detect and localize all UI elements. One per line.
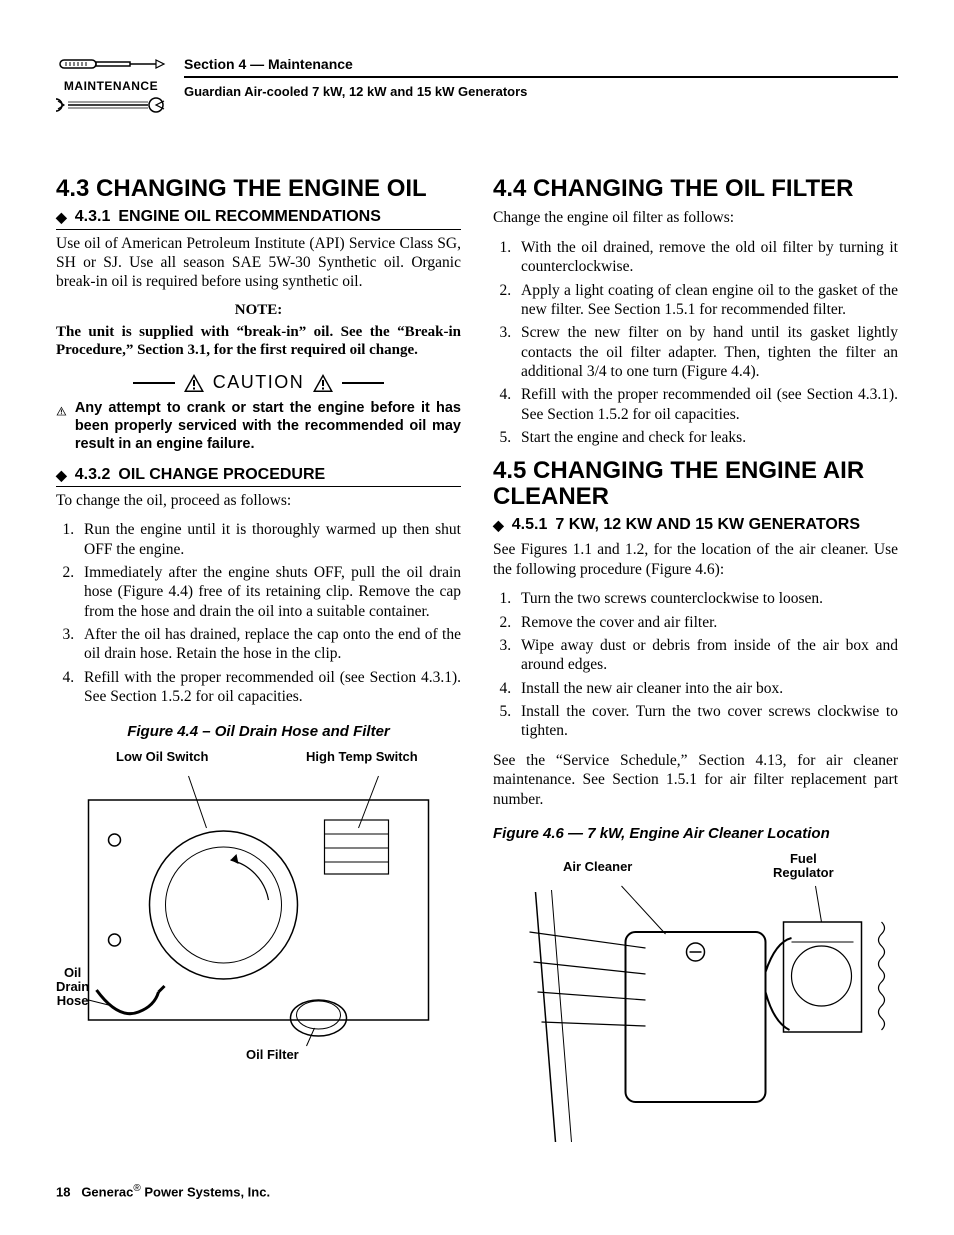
figure-4-4: Low Oil Switch High Temp Switch Oil Drai… [56,750,461,1070]
maintenance-tab: MAINTENANCE [56,56,166,116]
figure-label-high-temp: High Temp Switch [306,750,418,764]
list-item: Run the engine until it is thoroughly wa… [78,520,461,559]
heading-4-3-2: ◆ 4.3.2 OIL CHANGE PROCEDURE [56,466,461,487]
page-number: 18 [56,1184,70,1199]
figure-label-fuel-reg: Fuel Regulator [773,852,834,881]
page: MAINTENANCE Section 4 — Maintenance Guar… [0,0,954,1235]
heading-4-3: 4.3 CHANGING THE ENGINE OIL [56,176,461,202]
warning-triangle-icon [312,373,334,393]
screwdriver-icon [56,56,166,72]
heading-number: 4.5.1 [512,516,548,534]
list-item: Refill with the proper recommended oil (… [78,668,461,707]
list-item: Immediately after the engine shuts OFF, … [78,563,461,621]
list-4-3-2: Run the engine until it is thoroughly wa… [56,520,461,706]
warning-triangle-icon [183,373,205,393]
heading-4-5: 4.5 CHANGING THE ENGINE AIR CLEANER [493,458,898,511]
list-item: Remove the cover and air filter. [515,613,898,632]
right-column: 4.4 CHANGING THE OIL FILTER Change the e… [493,156,898,1152]
caution-text: Any attempt to crank or start the engine… [75,399,461,453]
list-item: Start the engine and check for leaks. [515,428,898,447]
model-line: Guardian Air-cooled 7 kW, 12 kW and 15 k… [184,78,898,99]
caution-label: CAUTION [213,372,305,393]
paragraph-4-5-1-intro: See Figures 1.1 and 1.2, for the locatio… [493,540,898,579]
page-footer: 18 Generac® Power Systems, Inc. [56,1183,270,1199]
wrench-icon [56,97,166,113]
header-lines: Section 4 — Maintenance Guardian Air-coo… [184,56,898,99]
heading-4-4: 4.4 CHANGING THE OIL FILTER [493,176,898,202]
list-item: Wipe away dust or debris from inside of … [515,636,898,675]
list-4-4: With the oil drained, remove the old oil… [493,238,898,448]
figure-4-6: Air Cleaner Fuel Regulator [493,852,898,1152]
page-header: MAINTENANCE Section 4 — Maintenance Guar… [56,56,898,116]
list-item: With the oil drained, remove the old oil… [515,238,898,277]
section-title: Section 4 — Maintenance [184,56,898,78]
caution-body: Any attempt to crank or start the engine… [56,399,461,453]
figure-4-4-svg [56,750,461,1070]
figure-4-4-caption: Figure 4.4 – Oil Drain Hose and Filter [56,723,461,740]
content-columns: 4.3 CHANGING THE ENGINE OIL ◆ 4.3.1 ENGI… [56,156,898,1152]
list-item: Refill with the proper recommended oil (… [515,385,898,424]
list-item: Turn the two screws counterclockwise to … [515,589,898,608]
paragraph-4-4-intro: Change the engine oil filter as follows: [493,208,898,227]
company-a: Generac [81,1184,133,1199]
registered-icon: ® [133,1183,140,1194]
maintenance-label: MAINTENANCE [56,79,166,93]
list-item: Screw the new filter on by hand until it… [515,323,898,381]
heading-4-3-1: ◆ 4.3.1 ENGINE OIL RECOMMENDATIONS [56,208,461,229]
list-item: Install the cover. Turn the two cover sc… [515,702,898,741]
heading-number: 4.3.2 [75,466,111,484]
heading-4-5-1: ◆ 4.5.1 7 KW, 12 KW AND 15 KW GENERATORS [493,516,898,536]
rule-left [133,382,175,384]
diamond-bullet-icon: ◆ [56,466,67,484]
figure-4-6-svg [493,852,898,1152]
figure-label-air-cleaner: Air Cleaner [563,860,632,874]
rule-right [342,382,384,384]
company-b: Power Systems, Inc. [141,1184,270,1199]
figure-label-low-oil: Low Oil Switch [116,750,208,764]
figure-4-6-caption: Figure 4.6 — 7 kW, Engine Air Cleaner Lo… [493,825,898,842]
paragraph-4-3-2-intro: To change the oil, proceed as follows: [56,491,461,510]
paragraph-4-3-1: Use oil of American Petroleum Institute … [56,234,461,292]
heading-number: 4.3.1 [75,208,111,226]
list-item: Apply a light coating of clean engine oi… [515,281,898,320]
heading-text: OIL CHANGE PROCEDURE [118,466,461,484]
figure-label-oil-filter: Oil Filter [246,1048,299,1062]
left-column: 4.3 CHANGING THE ENGINE OIL ◆ 4.3.1 ENGI… [56,156,461,1152]
diamond-bullet-icon: ◆ [56,208,67,226]
warning-triangle-icon [56,399,67,423]
heading-text: ENGINE OIL RECOMMENDATIONS [118,208,461,226]
paragraph-4-5-1-end: See the “Service Schedule,” Section 4.13… [493,751,898,809]
list-item: Install the new air cleaner into the air… [515,679,898,698]
note-label: NOTE: [56,302,461,319]
list-item: After the oil has drained, replace the c… [78,625,461,664]
heading-text: 7 KW, 12 KW AND 15 KW GENERATORS [555,516,898,534]
note-body: The unit is supplied with “break-in” oil… [56,323,461,361]
list-4-5-1: Turn the two screws counterclockwise to … [493,589,898,741]
figure-label-oil-drain: Oil Drain Hose [56,966,89,1009]
diamond-bullet-icon: ◆ [493,516,504,534]
caution-banner: CAUTION [56,372,461,393]
